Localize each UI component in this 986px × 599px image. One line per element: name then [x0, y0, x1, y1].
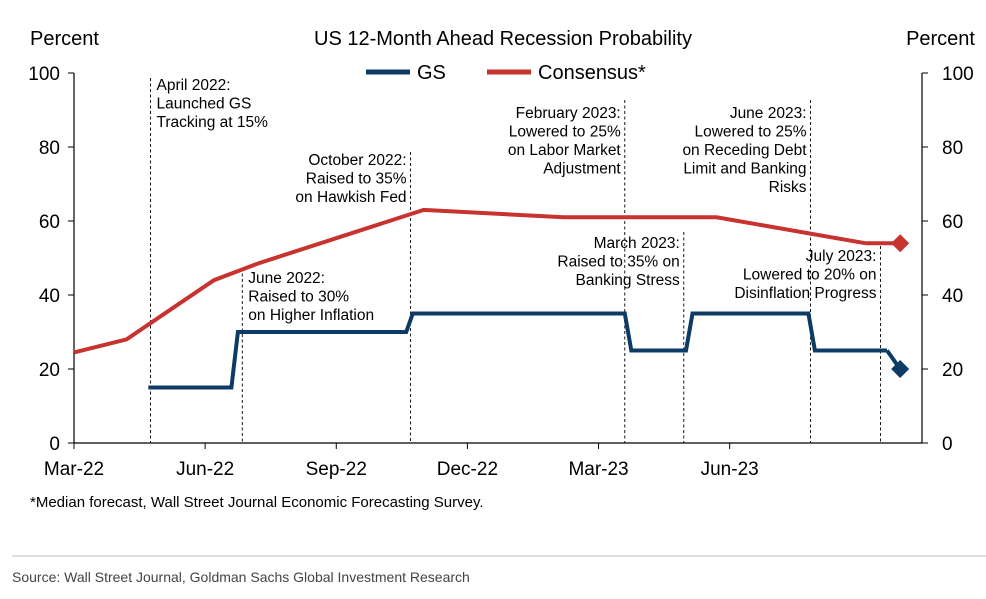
- y-tick-label-right: 20: [942, 360, 963, 381]
- annotation-text-line: Raised to 30%: [248, 289, 349, 306]
- annotation-text-line: February 2023:: [516, 105, 621, 122]
- y-tick-label-left: 0: [49, 434, 60, 455]
- y-tick-label-right: 100: [942, 64, 974, 85]
- y-tick-label-left: 40: [39, 286, 60, 307]
- annotation-text-line: Disinflation Progress: [734, 285, 876, 302]
- gs-line: [148, 311, 887, 390]
- legend: GS Consensus*: [366, 62, 646, 84]
- footnote: *Median forecast, Wall Street Journal Ec…: [30, 494, 484, 511]
- legend-consensus-label: Consensus*: [538, 62, 646, 84]
- x-tick-label: Mar-23: [568, 459, 628, 480]
- annotation-text-line: Launched GS: [156, 96, 251, 113]
- y-tick-label-left: 80: [39, 138, 60, 159]
- x-tick-label: Jun-22: [176, 459, 234, 480]
- x-tick-label: Dec-22: [437, 459, 498, 480]
- x-tick-label: Sep-22: [306, 459, 367, 480]
- y-tick-label-left: 100: [28, 64, 60, 85]
- y-tick-label-right: 40: [942, 286, 963, 307]
- annotation-text-line: Risks: [769, 179, 807, 196]
- annotation-text-line: Limit and Banking: [683, 161, 806, 178]
- legend-gs-label: GS: [417, 62, 446, 84]
- annotation-text-line: June 2022:: [248, 270, 325, 287]
- source-note: Source: Wall Street Journal, Goldman Sac…: [12, 569, 470, 585]
- annotation-text-line: June 2023:: [730, 105, 807, 122]
- annotation-text-line: July 2023:: [806, 248, 877, 265]
- annotation-text-line: on Receding Debt: [682, 142, 807, 159]
- annotation-text-line: Raised to 35%: [306, 171, 407, 188]
- annotation-text-line: Tracking at 15%: [156, 114, 268, 131]
- annotation-text-line: on Labor Market: [508, 142, 622, 159]
- consensus-line: [73, 207, 866, 355]
- annotation-text-line: on Hawkish Fed: [295, 189, 406, 206]
- annotation-text-line: April 2022:: [156, 77, 230, 94]
- y-tick-label-left: 20: [39, 360, 60, 381]
- left-axis-unit: Percent: [30, 28, 99, 50]
- annotation-text-line: October 2022:: [308, 152, 406, 169]
- annotation-text-line: Lowered to 25%: [695, 124, 807, 141]
- right-axis-unit: Percent: [906, 28, 975, 50]
- y-tick-label-right: 0: [942, 434, 953, 455]
- series-lines: [73, 207, 910, 390]
- x-tick-label: Jun-23: [701, 459, 759, 480]
- chart-title: US 12-Month Ahead Recession Probability: [314, 28, 692, 50]
- annotation-text-line: Banking Stress: [576, 272, 680, 289]
- annotation-text-line: on Higher Inflation: [248, 307, 374, 324]
- annotation-text-line: March 2023:: [594, 235, 680, 252]
- axes: 0 0 20 20 40 40 60 60 80 80 100 100 Mar-22 Jun-22 Sep-…: [28, 64, 973, 480]
- y-tick-label-right: 60: [942, 212, 963, 233]
- annotation-text-line: Lowered to 20% on: [743, 267, 877, 284]
- y-tick-label-right: 80: [942, 138, 963, 159]
- gs-latest-marker: [891, 360, 910, 378]
- x-tick-label: Mar-22: [44, 459, 104, 480]
- annotation-text-line: Raised to 35% on: [557, 254, 679, 271]
- annotation-text-line: Lowered to 25%: [509, 124, 621, 141]
- annotation-text-line: Adjustment: [543, 161, 621, 178]
- consensus-latest-marker: [891, 234, 910, 253]
- y-tick-label-left: 60: [39, 212, 60, 233]
